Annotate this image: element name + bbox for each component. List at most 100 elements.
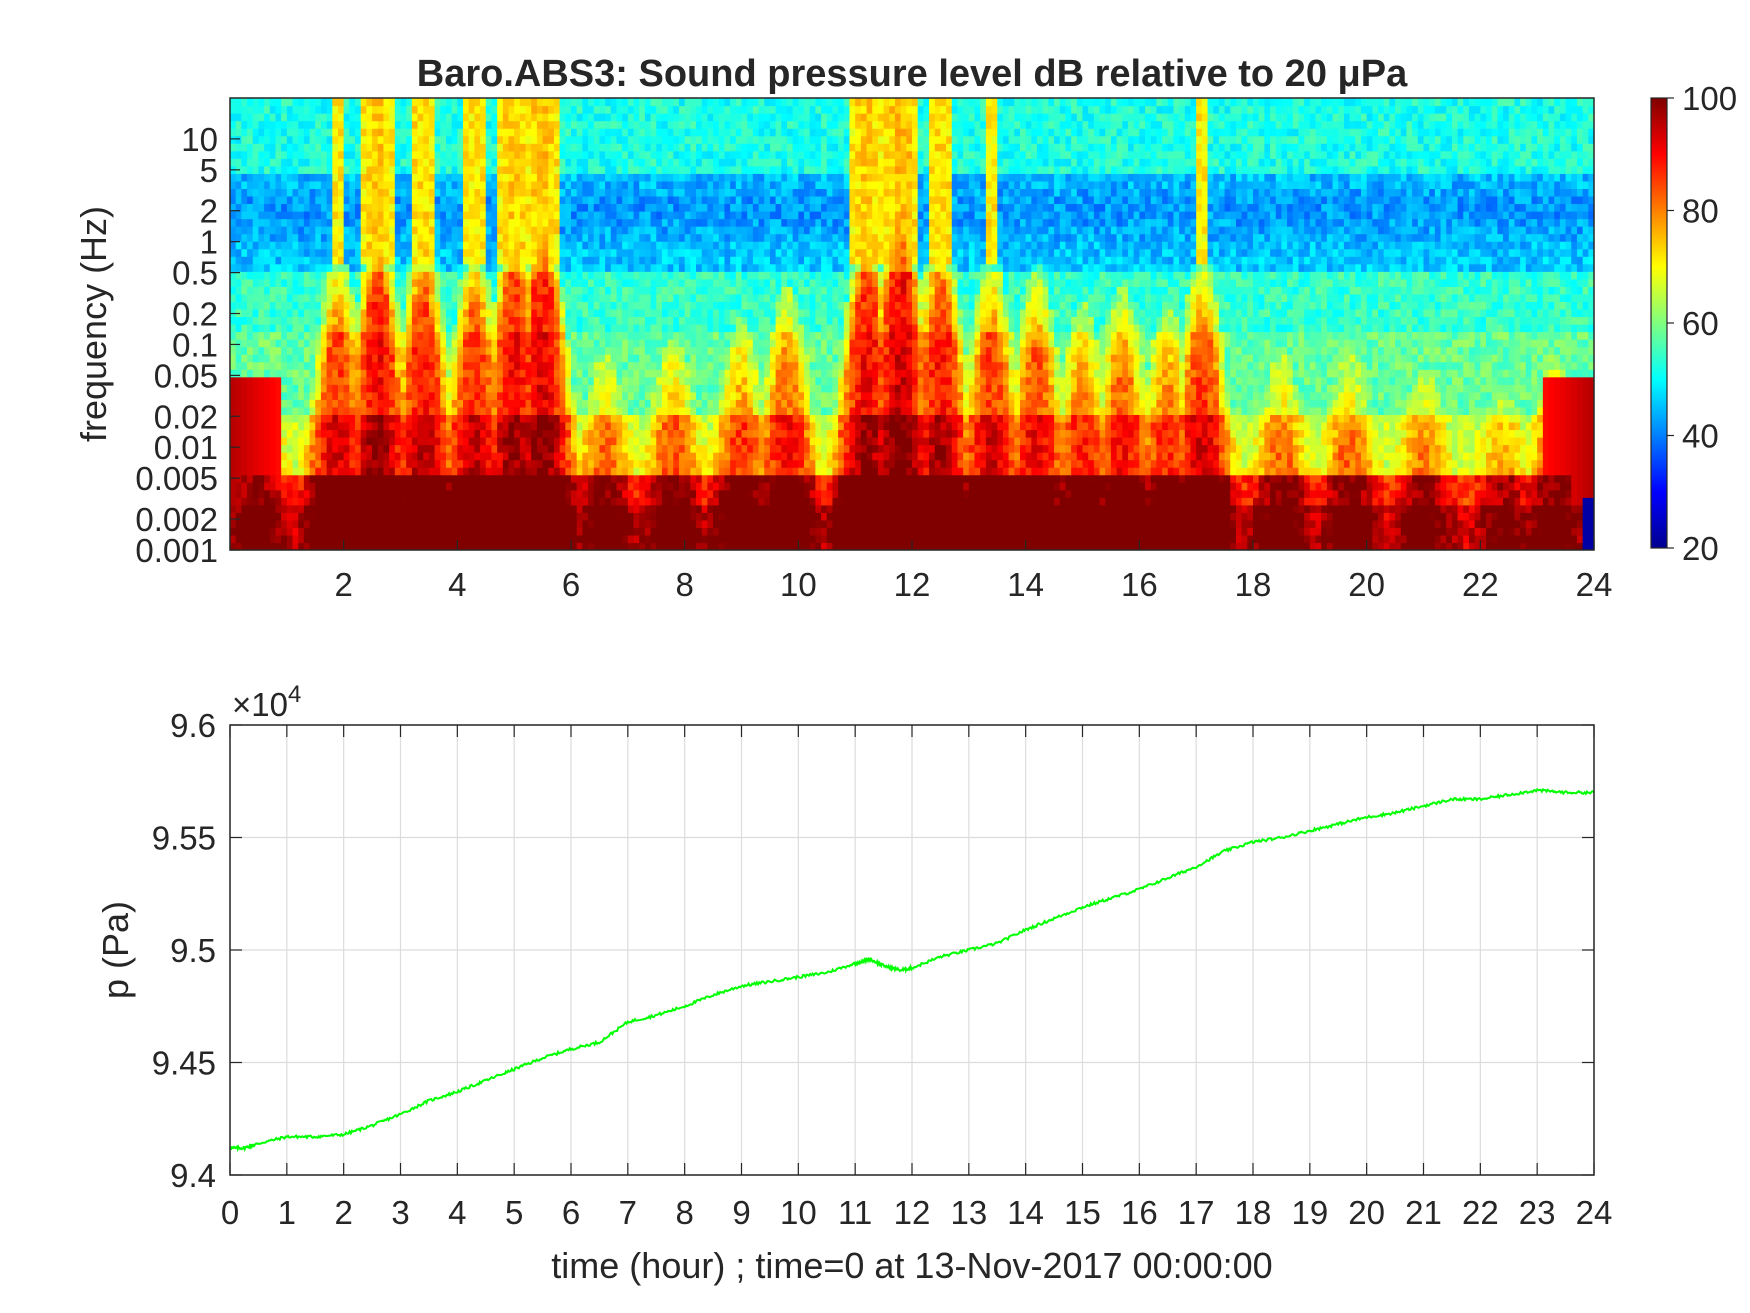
spectrogram-cell [1207,444,1214,453]
spectrogram-cell [1093,421,1101,431]
spectrogram-cell [1116,467,1123,476]
spectrogram-cell [377,527,385,536]
spectrogram-cell [366,482,373,491]
spectrogram-cell [1122,504,1129,513]
spectrogram-cell [1309,444,1317,453]
spectrogram-cell [1338,527,1345,536]
spectrogram-cell [832,444,839,453]
spectrogram-cell [650,497,657,506]
spectrogram-cell [1497,429,1504,438]
spectrogram-cell [661,429,669,438]
spectrogram-cell [389,527,396,536]
spectrogram-cell [241,497,248,506]
spectrogram-cell [1372,519,1379,528]
spectrogram-cell [1054,391,1061,400]
spectrogram-cell [730,459,737,468]
spectrogram-cell [1491,429,1498,438]
spectrogram-cell [1559,512,1567,521]
spectrogram-cell [786,527,794,536]
spectrogram-cell [912,467,919,476]
spectrogram-cell [281,534,288,544]
spectrogram-cell [775,391,782,400]
spectrogram-cell [519,414,527,423]
spectrogram-cell [582,489,589,498]
spectrogram-cell [497,542,504,550]
spectrogram-cell [1270,406,1277,415]
spectrogram-cell [1190,497,1197,506]
spectrogram-cell [230,504,237,513]
spectrogram-cell [1531,527,1538,536]
spectrogram-cell [838,414,845,423]
spectrogram-cell [1326,519,1334,528]
spectrogram-cell [1025,519,1032,528]
spectrogram-cell [946,504,953,513]
spectrogram-cell [968,414,976,423]
spectrogram-cell [1576,474,1584,483]
spectrogram-cell [235,421,242,431]
spectrogram-cell [1247,512,1254,521]
spectrogram-cell [730,489,737,498]
spectrogram-cell [1213,452,1220,461]
spectrogram-cell [1446,459,1453,468]
spectrogram-cell [758,519,765,528]
spectrogram-cell [849,534,856,544]
spectrogram-cell [230,459,237,468]
spectrogram-cell [1241,489,1248,498]
spectrogram-cell [1423,504,1430,513]
spectrogram-cell [332,474,339,483]
spectrogram-cell [894,391,902,400]
spectrogram-cell [1253,512,1260,521]
spectrogram-cell [610,512,618,521]
spectrogram-cell [957,497,964,506]
spectrogram-cell [1468,452,1476,461]
spectrogram-cell [1343,542,1351,550]
spectrogram-cell [1037,444,1044,453]
spectrogram-cell [292,459,299,468]
spectrogram-cell [1508,452,1516,461]
spectrogram-cell [661,459,669,468]
spectrogram-cell [963,534,970,544]
spectrogram-cell [565,399,572,408]
spectrogram-cell [485,474,493,483]
spectrogram-cell [951,474,959,483]
spectrogram-cell [1173,497,1180,506]
spectrogram-cell [1406,406,1413,415]
spectrogram-cell [1156,391,1163,400]
spectrogram-cell [1503,437,1510,446]
spectrogram-cell [798,459,805,468]
spectrogram-cell [1423,444,1430,453]
spectrogram-cell [838,459,845,468]
spectrogram-cell [1491,452,1498,461]
spectrogram-cell [1258,444,1265,453]
spectrogram-cell [292,429,299,438]
spectrogram-cell [298,467,305,476]
spectrogram-cell [406,459,413,468]
spectrogram-cell [1366,429,1373,438]
spectrogram-cell [355,504,362,513]
spectrogram-cell [1275,452,1283,461]
spectrogram-cell [1241,519,1248,528]
spectrogram-cell [525,429,532,438]
spectrogram-cell [991,421,998,431]
spectrogram-cell [1264,504,1271,513]
spectrogram-cell [1332,489,1339,498]
spectrogram-cell [1582,504,1589,513]
spectrogram-cell [1196,399,1203,408]
spectrogram-cell [377,474,385,483]
spectrogram-cell [1451,497,1459,506]
spectrogram-cell [588,406,595,415]
spectrogram-cell [1457,429,1464,438]
spectrogram-cell [423,406,430,415]
spectrogram-cell [337,527,345,536]
spectrogram-cell [804,444,811,453]
spectrogram-cell [553,414,561,423]
spectrogram-cell [1281,534,1288,544]
spectrogram-cell [377,399,385,408]
spectrogram-cell [917,519,924,528]
spectrogram-cell [1002,437,1010,446]
spectrogram-cell [264,542,271,550]
spectrogram-cell [627,474,635,483]
spectrogram-cell [1110,391,1118,400]
spectrogram-cell [1133,512,1140,521]
spectrogram-cell [428,489,436,498]
